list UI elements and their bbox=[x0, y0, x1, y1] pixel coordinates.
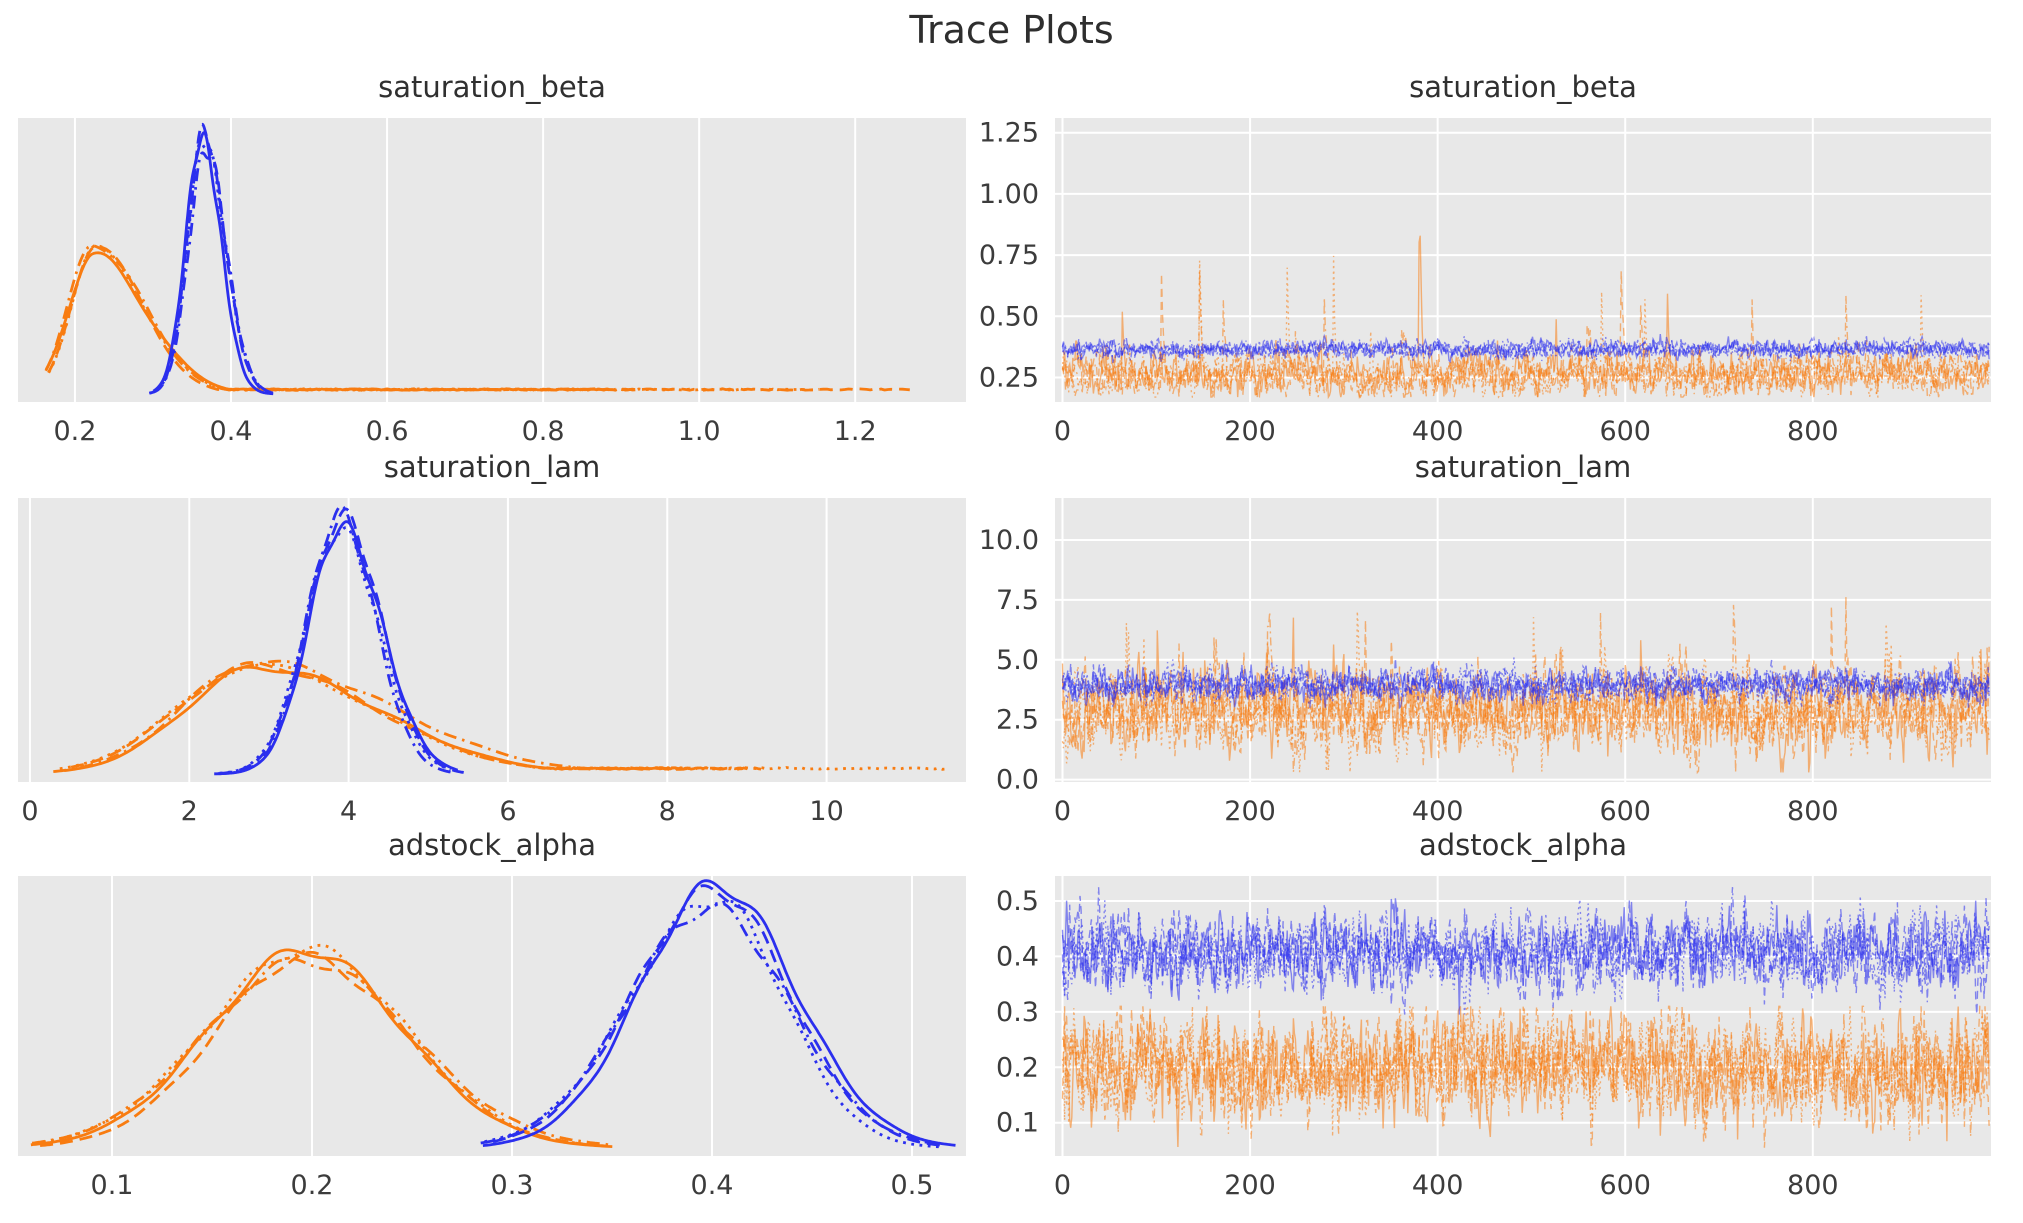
x-tick-label: 1.0 bbox=[678, 416, 721, 447]
x-tick-label: 0.2 bbox=[53, 416, 96, 447]
figure-title: Trace Plots bbox=[909, 8, 1114, 52]
orange-chain-density bbox=[47, 245, 910, 392]
x-tick-label: 0.3 bbox=[491, 1170, 534, 1201]
y-tick-label: 1.00 bbox=[979, 179, 1039, 210]
blue-chain-trace bbox=[1061, 895, 1990, 1015]
y-tick-label: 7.5 bbox=[996, 585, 1039, 616]
axes-background bbox=[18, 118, 966, 402]
x-tick-label: 600 bbox=[1599, 1170, 1651, 1201]
x-tick-label: 200 bbox=[1224, 1170, 1276, 1201]
y-tick-label: 5.0 bbox=[996, 645, 1039, 676]
blue-chain-trace bbox=[1061, 887, 1990, 1012]
trace-plot-adstock-alpha: 0 200 400 600 800 0.1 0.2 0.3 0.4 0.5 bbox=[996, 876, 1991, 1201]
subplot-title-saturation-lam-trace: saturation_lam bbox=[1414, 450, 1632, 484]
x-tick-label: 200 bbox=[1224, 796, 1276, 827]
y-tick-label: 10.0 bbox=[979, 525, 1039, 556]
blue-chain-trace bbox=[1061, 894, 1990, 1015]
trace-plot-saturation-lam: 0 200 400 600 800 0.0 2.5 5.0 7.5 10.0 bbox=[979, 498, 1991, 827]
orange-chain-trace bbox=[1061, 1005, 1990, 1142]
blue-chain-trace bbox=[1061, 335, 1990, 364]
y-tick-label: 0.2 bbox=[996, 1052, 1039, 1083]
x-tick-label: 0.6 bbox=[366, 416, 409, 447]
y-tick-label: 0.25 bbox=[979, 363, 1039, 394]
blue-chain-trace bbox=[1061, 335, 1990, 362]
y-tick-label: 1.25 bbox=[979, 118, 1039, 149]
x-tick-label: 1.2 bbox=[834, 416, 877, 447]
x-tick-label: 600 bbox=[1599, 416, 1651, 447]
subplot-title-saturation-beta-trace: saturation_beta bbox=[1409, 70, 1637, 104]
y-tick-label: 0.0 bbox=[996, 765, 1039, 796]
kde-plot-adstock-alpha: 0.1 0.2 0.3 0.4 0.5 bbox=[18, 876, 966, 1201]
x-tick-label: 200 bbox=[1224, 416, 1276, 447]
x-tick-label: 0.8 bbox=[522, 416, 565, 447]
orange-chain-trace bbox=[1061, 611, 1990, 773]
blue-chain-trace bbox=[1061, 898, 1990, 1015]
kde-plot-saturation-lam: 0 2 4 6 8 10 bbox=[18, 498, 966, 827]
x-tick-label: 8 bbox=[659, 796, 676, 827]
orange-chain-density bbox=[30, 948, 613, 1148]
orange-chain-density bbox=[31, 956, 610, 1147]
x-tick-label: 6 bbox=[499, 796, 516, 827]
y-tick-label: 0.4 bbox=[996, 941, 1039, 972]
trace-plot-saturation-beta: 0 200 400 600 800 0.25 0.50 0.75 1.00 1.25 bbox=[979, 118, 1991, 447]
blue-chain-density bbox=[492, 884, 944, 1147]
x-tick-label: 600 bbox=[1599, 796, 1651, 827]
orange-chain-trace bbox=[1061, 270, 1990, 400]
blue-chain-density bbox=[148, 122, 274, 395]
x-tick-label: 2 bbox=[181, 796, 198, 827]
orange-chain-trace bbox=[1061, 1005, 1990, 1148]
y-tick-label: 0.3 bbox=[996, 997, 1039, 1028]
blue-chain-density bbox=[148, 141, 273, 395]
subplot-title-adstock-alpha-density: adstock_alpha bbox=[387, 828, 597, 862]
axes-background bbox=[18, 498, 966, 782]
x-tick-label: 0.4 bbox=[210, 416, 253, 447]
y-tick-label: 0.1 bbox=[996, 1108, 1039, 1139]
y-tick-label: 2.5 bbox=[996, 705, 1039, 736]
blue-chain-density bbox=[219, 526, 452, 775]
y-tick-label: 0.5 bbox=[996, 886, 1039, 917]
orange-chain-trace bbox=[1062, 1005, 1990, 1148]
blue-chain-density bbox=[480, 901, 936, 1146]
blue-chain-density bbox=[482, 879, 956, 1147]
x-tick-label: 0.5 bbox=[891, 1170, 934, 1201]
subplot-title-saturation-lam-density: saturation_lam bbox=[383, 450, 601, 484]
x-tick-label: 0 bbox=[21, 796, 38, 827]
x-tick-label: 800 bbox=[1787, 416, 1839, 447]
kde-plot-saturation-beta: 0.2 0.4 0.6 0.8 1.0 1.2 bbox=[18, 118, 966, 447]
blue-chain-trace bbox=[1061, 334, 1990, 365]
subplot-title-adstock-alpha-trace: adstock_alpha bbox=[1418, 828, 1628, 862]
orange-chain-trace bbox=[1061, 271, 1990, 399]
blue-chain-density bbox=[217, 520, 459, 776]
x-tick-label: 0.4 bbox=[691, 1170, 734, 1201]
blue-chain-density bbox=[152, 131, 274, 396]
blue-chain-density bbox=[213, 504, 455, 776]
x-tick-label: 0 bbox=[1054, 416, 1071, 447]
x-tick-label: 800 bbox=[1787, 1170, 1839, 1201]
subplot-title-saturation-beta-density: saturation_beta bbox=[378, 70, 606, 104]
x-tick-label: 0.2 bbox=[291, 1170, 334, 1201]
x-tick-label: 800 bbox=[1787, 796, 1839, 827]
x-tick-label: 0.1 bbox=[91, 1170, 134, 1201]
x-tick-label: 4 bbox=[340, 796, 357, 827]
x-tick-label: 0 bbox=[1054, 796, 1071, 827]
x-tick-label: 400 bbox=[1412, 1170, 1464, 1201]
blue-chain-density bbox=[219, 507, 465, 775]
orange-chain-density bbox=[47, 244, 820, 392]
x-tick-label: 400 bbox=[1412, 796, 1464, 827]
y-tick-label: 0.50 bbox=[979, 301, 1039, 332]
x-tick-label: 10 bbox=[809, 796, 843, 827]
blue-chain-trace bbox=[1061, 657, 1990, 708]
x-tick-label: 0 bbox=[1054, 1170, 1071, 1201]
y-tick-label: 0.75 bbox=[979, 240, 1039, 271]
x-tick-label: 400 bbox=[1412, 416, 1464, 447]
blue-chain-trace bbox=[1061, 657, 1990, 708]
